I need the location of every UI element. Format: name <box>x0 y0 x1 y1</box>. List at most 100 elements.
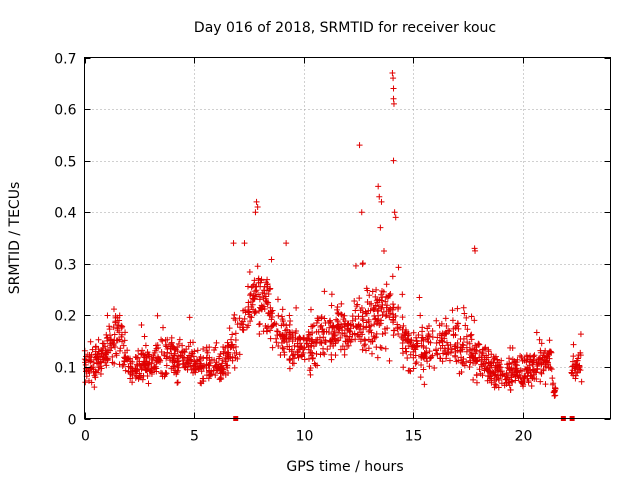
data-point <box>576 362 583 369</box>
data-point <box>275 343 282 350</box>
data-point <box>163 355 170 362</box>
data-point <box>461 310 468 317</box>
data-point <box>512 373 519 380</box>
data-point <box>389 301 396 308</box>
data-point <box>327 319 334 326</box>
data-point <box>479 346 486 353</box>
data-point <box>540 366 547 373</box>
data-point <box>375 303 382 310</box>
data-point <box>332 352 339 359</box>
data-point <box>443 355 450 362</box>
data-point <box>390 316 397 323</box>
data-point <box>241 240 248 247</box>
data-point <box>404 355 411 362</box>
data-point <box>135 347 142 354</box>
data-point <box>312 337 319 344</box>
y-tick-label: 0.4 <box>54 206 76 222</box>
data-point <box>163 362 170 369</box>
x-tick-label: 5 <box>190 429 199 445</box>
data-point <box>416 294 423 301</box>
data-point <box>275 312 282 319</box>
data-point <box>463 358 470 365</box>
data-point <box>334 303 341 310</box>
data-point <box>154 312 161 319</box>
x-tick-label: 0 <box>81 429 90 445</box>
data-point <box>141 333 148 340</box>
data-point <box>351 330 358 337</box>
data-point <box>369 337 376 344</box>
x-tick-label: 20 <box>515 429 533 445</box>
data-point <box>460 304 467 311</box>
data-point <box>86 356 93 363</box>
y-tick-label: 0.3 <box>54 258 76 274</box>
data-point <box>391 327 398 334</box>
data-point <box>445 345 452 352</box>
data-point <box>542 381 549 388</box>
data-point <box>366 323 373 330</box>
data-point <box>249 283 256 290</box>
data-point <box>261 305 268 312</box>
data-point <box>291 342 298 349</box>
data-point <box>521 375 528 382</box>
data-point <box>109 339 116 346</box>
data-point <box>545 351 552 358</box>
data-point <box>373 286 380 293</box>
data-point <box>342 338 349 345</box>
data-point <box>424 325 431 332</box>
data-point <box>383 281 390 288</box>
data-point <box>395 264 402 271</box>
data-point <box>399 340 406 346</box>
data-point <box>390 157 397 164</box>
data-point <box>439 358 446 365</box>
data-point <box>321 288 328 295</box>
data-point <box>369 350 375 357</box>
data-point <box>547 364 554 371</box>
data-point <box>484 373 491 380</box>
data-point <box>122 367 129 374</box>
data-point <box>225 351 232 358</box>
data-point <box>530 353 537 360</box>
data-point <box>110 324 117 331</box>
data-point <box>290 355 297 362</box>
data-point <box>454 347 461 354</box>
data-point <box>322 319 329 326</box>
data-point <box>229 353 236 360</box>
data-point <box>433 317 440 324</box>
data-point <box>119 338 126 345</box>
data-point <box>106 323 113 330</box>
data-point <box>107 347 114 354</box>
data-point <box>103 331 110 338</box>
data-point <box>293 304 300 311</box>
data-point <box>449 307 456 314</box>
data-point <box>289 338 296 345</box>
data-point <box>110 306 117 313</box>
data-point <box>552 385 559 392</box>
data-point <box>420 366 427 373</box>
data-point <box>374 354 381 361</box>
data-point <box>194 347 201 354</box>
data-point <box>504 372 511 379</box>
data-point <box>467 359 474 366</box>
data-point <box>485 346 492 353</box>
data-point <box>299 345 306 352</box>
data-point <box>239 318 246 325</box>
data-point <box>279 306 286 313</box>
data-point <box>429 327 436 334</box>
data-point <box>92 374 99 381</box>
data-point <box>337 321 344 328</box>
data-point <box>162 341 169 348</box>
data-point <box>136 358 143 365</box>
data-point <box>284 343 291 350</box>
data-point <box>578 378 585 385</box>
data-point <box>200 375 207 382</box>
data-point <box>344 343 351 350</box>
data-point <box>179 348 186 355</box>
data-point <box>92 351 99 358</box>
data-point <box>252 283 259 290</box>
data-point <box>318 340 325 347</box>
data-point <box>352 262 359 269</box>
data-point <box>321 315 328 322</box>
data-point <box>264 328 271 335</box>
axis-ticks: 0 0.1 0.2 0.3 0.4 0.5 0.6 0.7 0 5 10 15 20 <box>54 52 611 445</box>
data-point <box>570 353 577 360</box>
